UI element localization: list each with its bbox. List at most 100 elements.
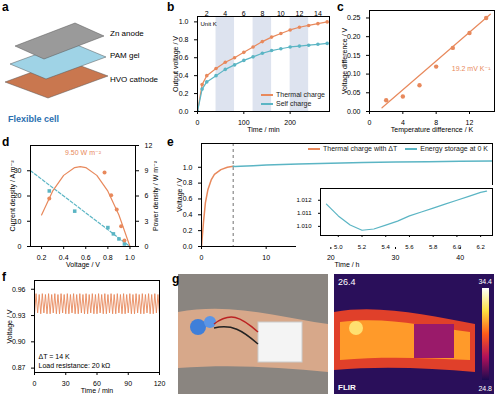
svg-text:200: 200: [284, 119, 296, 126]
svg-text:Output voltage / V: Output voltage / V: [172, 36, 180, 92]
svg-text:20: 20: [13, 192, 22, 200]
svg-text:5.4: 5.4: [382, 244, 391, 250]
svg-text:0.2: 0.2: [183, 227, 193, 234]
svg-text:0.87: 0.87: [12, 364, 26, 371]
svg-text:Voltage / V: Voltage / V: [6, 309, 14, 343]
svg-text:0.0: 0.0: [183, 243, 193, 250]
svg-text:20: 20: [326, 254, 335, 262]
svg-text:0.4: 0.4: [58, 254, 69, 262]
svg-text:30: 30: [392, 254, 400, 261]
svg-text:5.0: 5.0: [334, 244, 343, 250]
svg-text:0: 0: [368, 119, 372, 126]
svg-text:90: 90: [124, 380, 132, 387]
svg-text:9: 9: [145, 167, 149, 174]
html-text:b: b: [167, 0, 175, 14]
svg-text:Zn anode: Zn anode: [110, 29, 144, 38]
svg-text:0.4: 0.4: [183, 211, 193, 218]
svg-text:HVO cathode: HVO cathode: [110, 75, 159, 84]
svg-text:30: 30: [62, 380, 70, 387]
html-text:g: g: [172, 272, 180, 286]
svg-text:0.6: 0.6: [183, 195, 193, 202]
svg-text:1.0: 1.0: [179, 18, 189, 25]
svg-text:0.8: 0.8: [103, 254, 113, 261]
svg-text:40: 40: [456, 254, 464, 261]
html-text:Self charge: Self charge: [276, 100, 312, 107]
svg-text:0.6: 0.6: [80, 254, 91, 262]
svg-text:6.0: 6.0: [453, 244, 462, 250]
svg-text:6: 6: [145, 192, 149, 199]
svg-text:34.4: 34.4: [478, 278, 492, 285]
svg-text:1.010: 1.010: [296, 223, 312, 229]
svg-text:Flexible cell: Flexible cell: [8, 114, 59, 124]
svg-text:6.2: 6.2: [476, 244, 485, 250]
svg-text:0.90: 0.90: [12, 338, 26, 345]
svg-text:Power density / W m⁻²: Power density / W m⁻²: [152, 160, 160, 231]
svg-text:14: 14: [314, 10, 322, 18]
svg-text:PAM gel: PAM gel: [110, 51, 140, 60]
svg-text:Temperature difference / K: Temperature difference / K: [391, 126, 474, 134]
svg-text:0.15: 0.15: [347, 52, 361, 59]
svg-text:120: 120: [154, 380, 166, 387]
svg-text:26.4: 26.4: [338, 277, 356, 287]
svg-text:FLIR: FLIR: [338, 383, 356, 392]
svg-text:60: 60: [93, 380, 101, 388]
svg-text:0.00: 0.00: [347, 108, 361, 115]
svg-text:0.96: 0.96: [12, 286, 26, 293]
svg-text:1.012: 1.012: [296, 197, 312, 203]
svg-text:4: 4: [223, 10, 228, 18]
svg-text:Voltage / V: Voltage / V: [66, 261, 100, 269]
svg-text:0: 0: [33, 380, 37, 387]
svg-text:Time / min: Time / min: [247, 126, 280, 133]
svg-text:0.20: 0.20: [347, 33, 361, 40]
svg-text:0.05: 0.05: [347, 89, 361, 96]
svg-text:0.0: 0.0: [179, 108, 189, 115]
svg-text:100: 100: [238, 119, 250, 127]
html-text:Energy storage at 0 K: Energy storage at 0 K: [420, 145, 488, 152]
svg-text:0.2: 0.2: [37, 254, 47, 261]
svg-text:Time / min: Time / min: [81, 387, 114, 394]
svg-text:0.2: 0.2: [179, 90, 189, 97]
svg-text:0.8: 0.8: [179, 36, 189, 43]
svg-text:12: 12: [295, 10, 304, 18]
html-text:e: e: [167, 135, 174, 149]
svg-text:1.0: 1.0: [125, 254, 135, 261]
svg-text:5.8: 5.8: [429, 244, 438, 250]
html-text:Thermal charge with ΔT: Thermal charge with ΔT: [323, 145, 398, 152]
html-text:d: d: [2, 135, 10, 149]
svg-text:12: 12: [465, 119, 474, 127]
svg-text:9.50 W m⁻²: 9.50 W m⁻²: [65, 149, 102, 156]
svg-text:1.011: 1.011: [297, 210, 312, 216]
svg-text:1.0: 1.0: [183, 164, 193, 171]
svg-text:5.2: 5.2: [358, 244, 367, 250]
svg-text:Voltage / V: Voltage / V: [176, 178, 184, 212]
svg-text:0: 0: [196, 119, 200, 126]
svg-text:ΔT = 14 K: ΔT = 14 K: [39, 353, 71, 360]
svg-text:0.6: 0.6: [179, 54, 189, 61]
svg-text:Voltage difference / V: Voltage difference / V: [341, 27, 349, 94]
html-text:c: c: [337, 0, 344, 14]
svg-text:0: 0: [145, 243, 149, 250]
svg-text:30: 30: [13, 167, 22, 174]
svg-text:24.8: 24.8: [478, 385, 492, 392]
svg-text:0: 0: [18, 243, 22, 250]
svg-text:2: 2: [204, 10, 209, 18]
svg-text:Unit K: Unit K: [201, 21, 217, 27]
svg-text:Current density / A m⁻²: Current density / A m⁻²: [9, 160, 17, 232]
svg-text:10: 10: [277, 10, 285, 18]
svg-text:0.93: 0.93: [12, 312, 26, 319]
svg-text:0.8: 0.8: [183, 179, 193, 186]
svg-text:Load resistance: 20 kΩ: Load resistance: 20 kΩ: [39, 362, 111, 369]
svg-text:12: 12: [145, 142, 153, 149]
svg-text:10: 10: [262, 254, 270, 261]
html-text:a: a: [2, 0, 9, 14]
svg-text:0: 0: [200, 254, 204, 261]
svg-text:0.10: 0.10: [347, 70, 361, 77]
svg-text:5.6: 5.6: [405, 244, 414, 250]
html-text:Thermal charge: Thermal charge: [276, 91, 325, 98]
svg-text:19.2 mV K⁻¹: 19.2 mV K⁻¹: [452, 65, 491, 72]
svg-text:Time / h: Time / h: [334, 261, 359, 268]
svg-text:10: 10: [13, 217, 22, 225]
svg-text:0.4: 0.4: [179, 72, 189, 79]
svg-text:3: 3: [145, 217, 149, 224]
svg-text:0.25: 0.25: [347, 14, 361, 21]
